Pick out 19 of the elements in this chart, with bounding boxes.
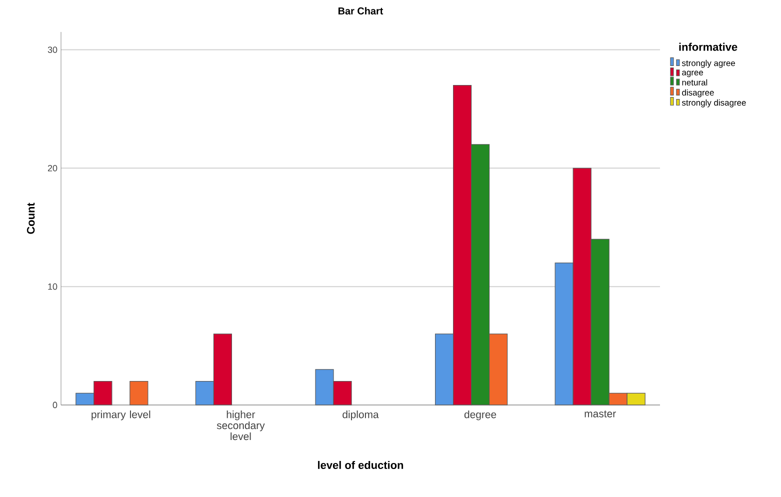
y-tick-label: 30 bbox=[48, 46, 58, 53]
x-tick-label: diploma bbox=[342, 410, 379, 420]
legend-label: netural bbox=[682, 79, 708, 86]
x-tick-label: higher secondary level bbox=[216, 410, 265, 440]
y-axis-title: Count bbox=[26, 202, 35, 234]
y-tick-label: 0 bbox=[52, 402, 58, 408]
legend-label: disagree bbox=[682, 89, 714, 98]
x-axis-title: level of eduction bbox=[318, 460, 404, 469]
x-tick-label: master bbox=[584, 410, 616, 418]
x-tick-label: degree bbox=[464, 410, 496, 420]
legend-label: agree bbox=[682, 70, 704, 78]
legend-title: informative bbox=[679, 42, 738, 51]
x-tick-label: primary level bbox=[92, 410, 150, 420]
chart-title: Bar Chart bbox=[338, 7, 384, 14]
legend-label: strongly agree bbox=[682, 60, 736, 68]
y-tick-label: 20 bbox=[48, 164, 58, 172]
y-tick-label: 10 bbox=[48, 283, 58, 290]
bar bbox=[130, 381, 148, 406]
legend-label: strongly disagree bbox=[682, 99, 746, 108]
